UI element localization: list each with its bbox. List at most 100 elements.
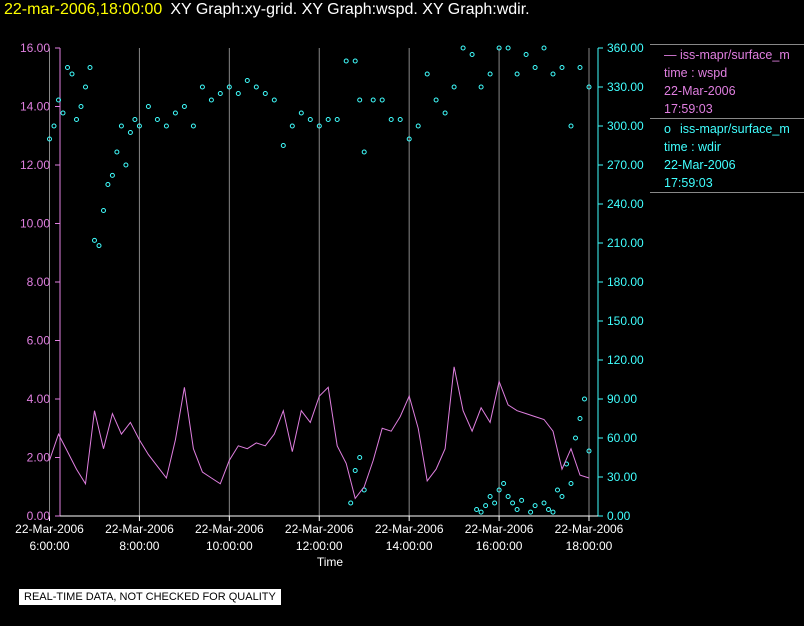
wdir-point — [60, 110, 66, 116]
wdir-point — [568, 123, 574, 129]
legend-wdir-date: 22-Mar-2006 — [664, 158, 736, 172]
wdir-point — [47, 136, 52, 142]
timestamp: 22-mar-2006,18:00:00 — [4, 1, 163, 18]
legend-wspd-time: 17:59:03 — [664, 102, 713, 116]
y-right-tick-label: 150.00 — [607, 314, 644, 328]
wdir-point — [357, 97, 363, 103]
legend-wdir-var: time : wdir — [664, 140, 721, 154]
wdir-point — [582, 396, 587, 402]
wdir-point — [501, 481, 507, 486]
wdir-point — [181, 104, 187, 109]
legend-wdir-name: iss-mapr/surface_m — [680, 122, 790, 136]
wdir-point — [307, 117, 313, 122]
wdir-point — [379, 97, 385, 103]
line-symbol-icon: — — [664, 48, 677, 62]
wdir-point — [433, 97, 439, 103]
wdir-point — [127, 130, 133, 135]
wdir-point — [190, 123, 196, 129]
y-right-tick-label: 240.00 — [607, 197, 644, 211]
y-left-tick-label: 8.00 — [27, 275, 51, 289]
y-right-tick-label: 360.00 — [607, 41, 644, 55]
y-right-tick-label: 210.00 — [607, 236, 644, 250]
y-right-tick-label: 0.00 — [607, 509, 631, 523]
wdir-point — [101, 208, 106, 213]
wdir-point — [550, 71, 556, 77]
wdir-point — [559, 494, 565, 499]
y-left-tick-label: 2.00 — [27, 451, 51, 465]
wspd-layer — [49, 366, 590, 500]
wdir-point — [505, 45, 511, 51]
wdir-point — [424, 71, 430, 77]
y-left-tick-label: 0.00 — [27, 509, 51, 523]
wdir-point — [573, 435, 578, 441]
wdir-point — [69, 71, 75, 77]
wdir-point — [208, 97, 214, 103]
wdir-point — [415, 123, 421, 129]
circle-symbol-icon: o — [664, 122, 671, 136]
wdir-point — [397, 117, 403, 122]
wdir-point — [199, 84, 205, 90]
x-tick-time: 14:00:00 — [386, 539, 433, 553]
wdir-point — [388, 117, 394, 122]
wdir-point — [280, 143, 286, 148]
wdir-point — [541, 500, 547, 506]
wdir-point — [514, 71, 520, 77]
wdir-point — [460, 45, 466, 51]
wdir-point — [559, 65, 565, 70]
wdir-point — [442, 110, 448, 116]
x-axis-label: Time — [317, 555, 344, 569]
wdir-point — [496, 45, 502, 51]
wdir-point — [483, 503, 489, 509]
y-right-tick-label: 90.00 — [607, 392, 637, 406]
wdir-point — [325, 117, 331, 122]
wdir-point — [145, 104, 151, 109]
x-tick-date: 22-Mar-2006 — [105, 522, 174, 536]
wdir-point — [406, 136, 412, 142]
y-left-tick-label: 4.00 — [27, 392, 51, 406]
legend-wspd-name: iss-mapr/surface_m — [680, 48, 790, 62]
wdir-point — [123, 162, 129, 168]
legend-wspd-date: 22-Mar-2006 — [664, 84, 736, 98]
y-left-tick-label: 6.00 — [27, 334, 51, 348]
wdir-point — [343, 58, 349, 64]
wdir-point — [487, 71, 493, 77]
wdir-point — [132, 117, 138, 122]
wdir-point — [316, 123, 322, 129]
legend-wspd-var: time : wspd — [664, 66, 728, 80]
wdir-point — [361, 149, 367, 155]
wdir-point — [154, 117, 160, 122]
wdir-point — [577, 65, 583, 70]
wdir-point — [118, 123, 124, 129]
wdir-point — [56, 97, 61, 103]
wdir-point — [370, 97, 376, 103]
wdir-point — [505, 494, 511, 499]
x-tick-date: 22-Mar-2006 — [195, 522, 264, 536]
wdir-point — [474, 507, 480, 512]
y-left-tick-label: 14.00 — [20, 100, 50, 114]
wdir-point — [528, 509, 534, 515]
wdir-point — [74, 117, 79, 122]
wdir-point — [348, 500, 354, 506]
x-tick-time: 18:00:00 — [566, 539, 613, 553]
wdir-point — [550, 509, 556, 515]
wdir-point — [519, 497, 525, 503]
wdir-point — [478, 84, 484, 90]
wdir-point — [352, 468, 358, 473]
wdir-point — [478, 509, 484, 515]
grid-layer — [49, 48, 590, 516]
y-right-tick-label: 300.00 — [607, 119, 644, 133]
wdir-point — [586, 84, 592, 90]
graph-titles: XY Graph:xy-grid. XY Graph:wspd. XY Grap… — [170, 1, 530, 18]
wdir-point — [262, 91, 268, 96]
y-left-tick-label: 10.00 — [20, 217, 50, 231]
wdir-point — [532, 503, 538, 509]
y-left-tick-label: 12.00 — [20, 158, 50, 172]
y-right-tick-label: 180.00 — [607, 275, 644, 289]
wdir-point — [352, 58, 358, 64]
wdir-point — [586, 448, 592, 454]
wdir-point — [51, 123, 57, 129]
x-tick-time: 10:00:00 — [206, 539, 253, 553]
wdir-point — [217, 91, 223, 96]
y-right-tick-label: 60.00 — [607, 431, 637, 445]
